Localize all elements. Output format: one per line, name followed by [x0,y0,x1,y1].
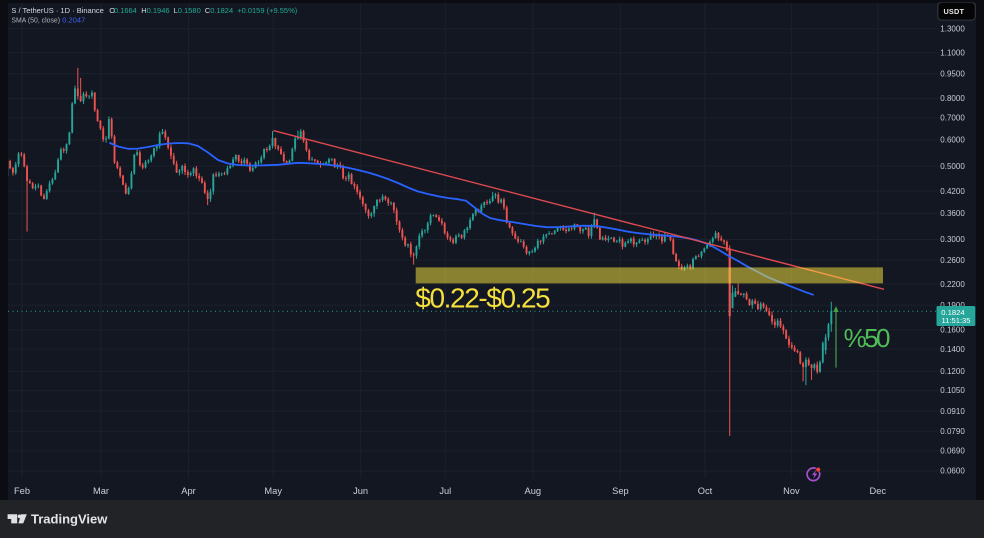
svg-text:0.0910: 0.0910 [940,407,965,416]
svg-text:C: C [205,6,211,15]
svg-text:0.4200: 0.4200 [940,187,965,196]
svg-text:0.1050: 0.1050 [940,386,965,395]
svg-text:SMA (50, close): SMA (50, close) [11,18,60,25]
svg-text:USDT: USDT [943,7,964,16]
svg-text:$0.22-$0.25: $0.22-$0.25 [415,283,550,314]
svg-text:L: L [174,6,178,15]
svg-text:1.1000: 1.1000 [940,48,965,57]
svg-text:0.7000: 0.7000 [940,113,965,122]
svg-text:O: O [109,6,115,15]
svg-text:0.9500: 0.9500 [940,70,965,79]
svg-text:0.3000: 0.3000 [940,235,965,244]
svg-text:TradingView: TradingView [31,511,108,526]
svg-text:0.1600: 0.1600 [940,326,965,335]
svg-text:Aug: Aug [525,486,542,496]
svg-text:Dec: Dec [870,486,887,496]
svg-text:0.1580: 0.1580 [178,6,201,15]
svg-text:0.5000: 0.5000 [940,162,965,171]
svg-text:+0.0159 (+9.55%): +0.0159 (+9.55%) [237,6,298,15]
svg-text:Oct: Oct [698,486,713,496]
svg-text:0.2600: 0.2600 [940,256,965,265]
svg-text:Jun: Jun [353,486,368,496]
svg-text:Feb: Feb [14,486,30,496]
svg-text:Nov: Nov [783,486,800,496]
svg-text:0.1946: 0.1946 [147,6,170,15]
svg-text:0.1824: 0.1824 [941,308,965,317]
svg-text:0.0600: 0.0600 [940,467,965,476]
svg-text:0.3600: 0.3600 [940,209,965,218]
svg-text:Jul: Jul [439,486,451,496]
svg-text:S / TetherUS · 1D · Binance: S / TetherUS · 1D · Binance [11,6,103,15]
svg-text:11:51:35: 11:51:35 [942,316,971,325]
svg-text:Apr: Apr [181,486,195,496]
svg-text:0.2047: 0.2047 [62,16,85,25]
svg-text:0.8000: 0.8000 [940,94,965,103]
svg-text:0.1900: 0.1900 [940,301,965,310]
svg-text:H: H [141,6,146,15]
svg-text:May: May [264,486,282,496]
svg-text:0.2200: 0.2200 [940,280,965,289]
svg-text:1.3000: 1.3000 [940,24,965,33]
svg-text:0.1400: 0.1400 [940,345,965,354]
svg-text:0.0790: 0.0790 [940,427,965,436]
svg-text:0.1664: 0.1664 [114,6,137,15]
svg-text:0.1824: 0.1824 [210,6,233,15]
svg-text:0.1200: 0.1200 [940,367,965,376]
svg-text:Mar: Mar [93,486,109,496]
svg-text:0.0690: 0.0690 [940,447,965,456]
svg-text:Sep: Sep [612,486,629,496]
svg-text:0.6000: 0.6000 [940,136,965,145]
svg-text:%50: %50 [844,323,890,353]
